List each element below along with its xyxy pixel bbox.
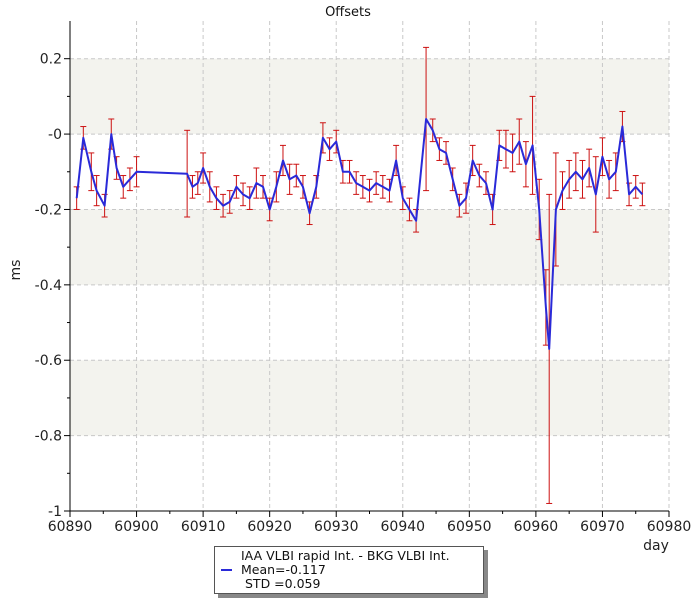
x-axis-title: day	[643, 538, 669, 554]
legend-series-swatch	[221, 569, 232, 571]
band-2	[70, 360, 669, 436]
y-tick-label-4: -0.6	[35, 353, 62, 369]
y-tick-label-3: -0.4	[35, 278, 62, 294]
y-tick-label-2: -0.2	[35, 202, 62, 218]
x-tick-label-6: 60950	[447, 519, 492, 535]
y-tick-label-1: -0	[48, 127, 62, 143]
legend-mean: Mean=-0.117	[241, 562, 326, 577]
y-axis-ticks: 0.2 -0 -0.2 -0.4 -0.6 -0.8 -1	[35, 52, 70, 520]
x-tick-label-7: 60960	[514, 519, 559, 535]
x-tick-label-3: 60920	[247, 519, 292, 535]
x-tick-label-8: 60970	[580, 519, 625, 535]
x-tick-label-5: 60940	[381, 519, 426, 535]
x-tick-label-2: 60910	[181, 519, 226, 535]
series-polyline	[75, 118, 644, 350]
x-axis-ticks: 60890 60900 60910 60920 60930 60940 60950 60960…	[48, 511, 692, 535]
band-0	[70, 58, 669, 135]
x-tick-label-9: 60980	[647, 519, 692, 535]
chart-title: Offsets	[325, 5, 371, 20]
series-line	[75, 118, 644, 350]
y-tick-label-6: -1	[48, 504, 62, 520]
y-tick-label-5: -0.8	[35, 429, 62, 445]
y-axis-title: ms	[8, 260, 24, 281]
y-tick-label-0: 0.2	[40, 52, 62, 68]
legend-std: STD =0.059	[245, 576, 321, 591]
x-tick-label-1: 60900	[114, 519, 159, 535]
legend: IAA VLBI rapid Int. - BKG VLBI Int. Mean…	[214, 546, 484, 594]
x-tick-label-4: 60930	[314, 519, 359, 535]
legend-series-label: IAA VLBI rapid Int. - BKG VLBI Int.	[241, 548, 450, 563]
band-1	[70, 209, 669, 285]
x-tick-label-0: 60890	[48, 519, 93, 535]
background-bands	[70, 58, 669, 436]
